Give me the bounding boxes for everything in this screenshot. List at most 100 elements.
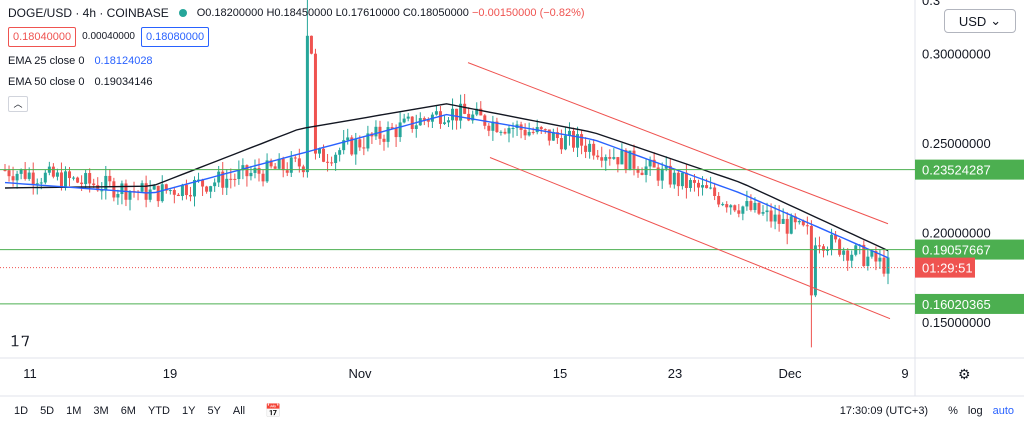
auto-toggle[interactable]: auto (992, 405, 1014, 417)
candle-body (410, 116, 414, 129)
candle-body (821, 246, 825, 251)
candle-body (612, 157, 616, 159)
timeframe-1y[interactable]: 1Y (181, 405, 196, 417)
candle-body (805, 225, 809, 227)
candle-body (330, 162, 334, 164)
candle-body (390, 127, 394, 129)
candle-body (402, 118, 406, 123)
candle-body (652, 159, 656, 168)
candle-body (253, 167, 257, 173)
candle-body (19, 169, 23, 174)
candle-body (455, 108, 459, 121)
candle-body (709, 187, 713, 189)
x-tick-label: 9 (901, 366, 908, 381)
candle-body (624, 150, 628, 171)
candle-body (701, 185, 705, 188)
candle-body (31, 172, 35, 185)
candle-body (684, 172, 688, 188)
candle-body (237, 170, 241, 180)
candle-body (620, 150, 624, 165)
timeframe-3m[interactable]: 3M (93, 405, 109, 417)
x-tick-label: 15 (553, 366, 567, 381)
candle-body (245, 165, 249, 177)
candle-body (757, 202, 761, 214)
candle-body (156, 185, 160, 202)
candle-body (43, 172, 47, 183)
timeframe-all[interactable]: All (232, 405, 246, 417)
sell-price-box[interactable]: 0.18040000 (8, 27, 77, 47)
candle-body (713, 187, 717, 196)
candle-body (817, 245, 821, 247)
candle-body (100, 190, 104, 192)
candle-body (551, 132, 555, 141)
level-label: 0.16020365 (922, 297, 991, 312)
candle-body (451, 108, 455, 121)
candle-body (688, 180, 692, 188)
ema50-legend[interactable]: EMA 50 close 0 0.19034146 (8, 76, 153, 88)
candle-body (499, 131, 503, 133)
candle-body (680, 172, 684, 187)
x-tick-label: 23 (668, 366, 682, 381)
y-tick-label: 0.25000000 (922, 136, 991, 151)
candle-body (241, 165, 245, 171)
candle-body (168, 190, 172, 192)
y-tick-label: 0.3 (922, 0, 940, 8)
candle-body (285, 170, 289, 173)
candle-body (59, 172, 63, 189)
chevron-up-icon[interactable]: ︿ (8, 96, 28, 112)
candle-body (27, 172, 31, 179)
candle-body (616, 157, 620, 165)
gear-icon[interactable]: ⚙ (958, 366, 971, 382)
candle-body (584, 145, 588, 152)
candle-body (523, 129, 527, 136)
candle-body (644, 166, 648, 175)
spread-value: 0.00040000 (82, 31, 135, 42)
candle-body (233, 178, 237, 180)
timeframe-6m[interactable]: 6M (120, 405, 136, 417)
candle-body (39, 182, 43, 184)
ema25-legend[interactable]: EMA 25 close 0 0.18124028 (8, 55, 153, 67)
symbol-label[interactable]: DOGE/USD · 4h · COINBASE (8, 6, 169, 20)
currency-button[interactable]: USD ⌄ (944, 9, 1016, 33)
candle-body (555, 132, 559, 139)
timeframe-ytd[interactable]: YTD (147, 405, 170, 417)
y-tick-label: 0.20000000 (922, 226, 991, 241)
timeframe-5y[interactable]: 5Y (207, 405, 221, 417)
candle-body (447, 120, 451, 123)
candle-body (882, 257, 886, 274)
candle-body (567, 130, 571, 136)
percent-toggle[interactable]: % (948, 405, 958, 417)
candle-body (7, 170, 11, 177)
candle-body (886, 257, 890, 274)
timeframe-1d[interactable]: 1D (14, 405, 29, 417)
candle-body (322, 148, 326, 162)
candle-body (23, 169, 27, 179)
candle-body (600, 157, 604, 161)
candle-body (164, 184, 168, 191)
timeframe-1m[interactable]: 1M (66, 405, 82, 417)
candle-body (725, 204, 729, 208)
candle-body (717, 195, 721, 205)
buy-price-box[interactable]: 0.18080000 (140, 27, 210, 47)
candle-body (765, 210, 769, 213)
status-time: 17:30:09 (UTC+3) (839, 405, 929, 417)
chart-legend: DOGE/USD · 4h · COINBASE O0.18200000 H0.… (8, 6, 585, 119)
candle-body (737, 210, 741, 214)
log-toggle[interactable]: log (967, 405, 983, 417)
candle-body (628, 150, 632, 171)
channel-lower-line (489, 157, 891, 320)
calendar-icon[interactable]: 📅 (265, 403, 282, 418)
level-label-bg (915, 293, 1024, 314)
candle-body (305, 35, 309, 173)
candle-body (366, 133, 370, 149)
candle-body (116, 194, 120, 198)
candle-body (656, 167, 660, 181)
candle-body (761, 212, 765, 214)
candle-body (733, 205, 737, 211)
candle-body (225, 178, 229, 188)
candle-body (543, 129, 547, 131)
timeframe-5d[interactable]: 5D (40, 405, 55, 417)
candle-body (539, 127, 543, 130)
level-label: 0.19057667 (922, 243, 991, 258)
